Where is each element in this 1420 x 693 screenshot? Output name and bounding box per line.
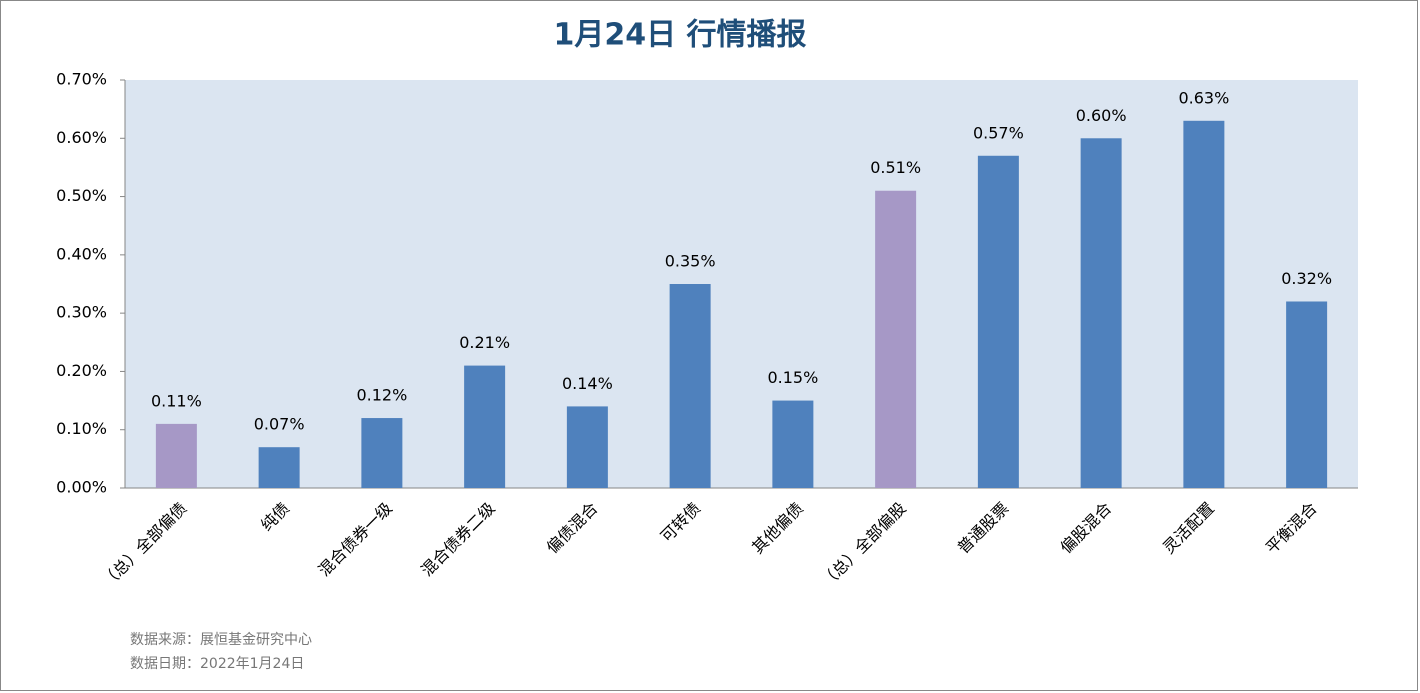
data-label: 0.12% xyxy=(356,386,407,405)
date-note: 数据日期：2022年1月24日 xyxy=(130,656,304,672)
y-tick-label: 0.30% xyxy=(56,303,107,322)
data-label: 0.57% xyxy=(973,123,1024,142)
y-tick-label: 0.50% xyxy=(56,186,107,205)
data-label: 0.32% xyxy=(1281,269,1332,288)
data-label: 0.15% xyxy=(767,368,818,387)
chart-title: 1月24日 行情播报 xyxy=(553,18,806,53)
y-tick-label: 0.40% xyxy=(56,244,107,263)
source-note: 数据来源：展恒基金研究中心 xyxy=(130,631,312,648)
data-label: 0.60% xyxy=(1076,106,1127,125)
data-label: 0.35% xyxy=(665,252,716,271)
data-label: 0.07% xyxy=(254,415,305,434)
data-label: 0.63% xyxy=(1178,88,1229,107)
y-tick-label: 0.00% xyxy=(56,478,107,497)
y-tick-label: 0.60% xyxy=(56,128,107,147)
bar xyxy=(1286,301,1328,488)
bar xyxy=(1080,138,1122,489)
bar xyxy=(258,447,300,488)
data-label: 0.21% xyxy=(459,333,510,352)
plot-area xyxy=(125,80,1358,488)
bar xyxy=(977,155,1019,488)
y-tick-label: 0.20% xyxy=(56,361,107,380)
bar xyxy=(361,418,403,488)
bar xyxy=(1183,120,1225,489)
y-tick-label: 0.10% xyxy=(56,419,107,438)
y-tick-label: 0.70% xyxy=(56,70,107,89)
data-label: 0.11% xyxy=(151,391,202,410)
bar xyxy=(566,406,608,488)
bar xyxy=(464,365,506,488)
data-label: 0.51% xyxy=(870,158,921,177)
bar xyxy=(155,423,197,488)
data-label: 0.14% xyxy=(562,374,613,393)
bar xyxy=(772,400,814,488)
bar xyxy=(669,284,711,488)
bar xyxy=(875,190,917,488)
